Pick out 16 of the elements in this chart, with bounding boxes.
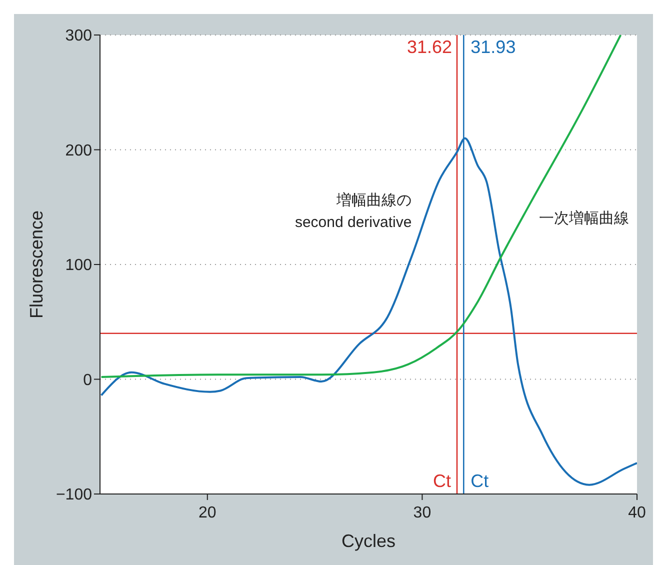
series-label: 一次増幅曲線 — [539, 209, 629, 229]
x-axis-title: Cycles — [341, 531, 396, 551]
series-label: 増幅曲線の second derivative — [294, 191, 412, 233]
annotation: Ct — [433, 471, 451, 491]
annotation: Ct — [470, 471, 489, 491]
y-tick-label: 200 — [65, 142, 92, 160]
y-axis-title: Fluorescence — [26, 210, 46, 319]
x-tick-label: 20 — [198, 504, 216, 522]
ref-line-label: 31.62 — [406, 37, 452, 57]
x-tick-label: 30 — [413, 504, 432, 522]
y-tick-label: 100 — [65, 257, 92, 274]
y-tick-label: −100 — [56, 486, 92, 504]
y-tick-label: 0 — [83, 372, 92, 389]
y-tick-label: 300 — [65, 28, 92, 45]
ref-line-label: 31.93 — [470, 37, 516, 57]
x-tick-label: 40 — [628, 504, 646, 522]
